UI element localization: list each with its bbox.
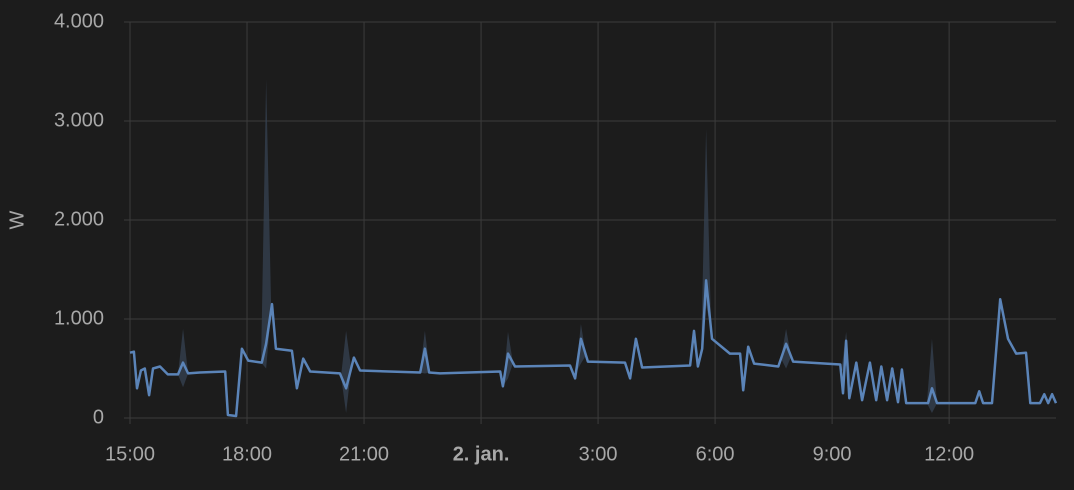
y-tick-label: 3.000 xyxy=(54,109,104,131)
x-tick-label: 21:00 xyxy=(339,443,389,465)
x-tick-label: 18:00 xyxy=(222,443,272,465)
y-tick-label: 1.000 xyxy=(54,307,104,329)
x-tick-label: 3:00 xyxy=(579,443,618,465)
range-band xyxy=(177,328,189,388)
range-band xyxy=(261,79,272,369)
x-tick-label: 12:00 xyxy=(924,443,974,465)
x-tick-label: 15:00 xyxy=(105,443,155,465)
x-tick-label: 2. jan. xyxy=(453,443,510,465)
x-tick-label: 9:00 xyxy=(813,443,852,465)
range-band xyxy=(341,330,352,414)
y-tick-label: 2.000 xyxy=(54,208,104,230)
x-tick-label: 6:00 xyxy=(696,443,735,465)
y-tick-label: 4.000 xyxy=(54,10,104,32)
range-band xyxy=(781,328,792,369)
line xyxy=(129,279,1058,418)
y-tick-label: 0 xyxy=(93,406,104,428)
y-axis-label: W xyxy=(6,210,28,229)
